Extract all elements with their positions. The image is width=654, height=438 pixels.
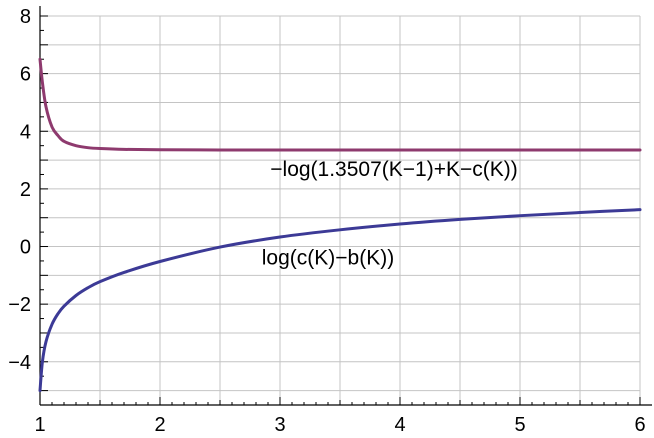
- annotation-label: log(c(K)−b(K)): [262, 246, 394, 269]
- x-tick-label: 3: [274, 414, 285, 436]
- x-tick-label: 4: [394, 414, 405, 436]
- annotation-label: −log(1.3507(K−1)+K−c(K)): [270, 158, 517, 181]
- series-line-lower: [38, 208, 642, 393]
- grid: [40, 15, 641, 405]
- y-tick-label: 0: [20, 237, 31, 259]
- series-group: [38, 57, 642, 393]
- labels-group: 1 2 3 4 5 6 8 6 4 2 0 −2 −4 −log(1.3507(K−1)+K−c(K)) l…: [8, 6, 645, 436]
- x-tick-label: 1: [34, 414, 45, 436]
- x-tick-label: 6: [634, 414, 645, 436]
- y-tick-label: 8: [20, 6, 31, 28]
- y-tick-label: 4: [20, 121, 31, 143]
- y-tick-label: 6: [20, 64, 31, 86]
- x-tick-label: 5: [514, 414, 525, 436]
- y-tick-label: 2: [20, 179, 31, 201]
- y-tick-label: −4: [8, 352, 31, 374]
- series-line-upper: [38, 57, 642, 152]
- x-tick-label: 2: [154, 414, 165, 436]
- axes: [39, 6, 652, 406]
- y-tick-label: −2: [8, 294, 31, 316]
